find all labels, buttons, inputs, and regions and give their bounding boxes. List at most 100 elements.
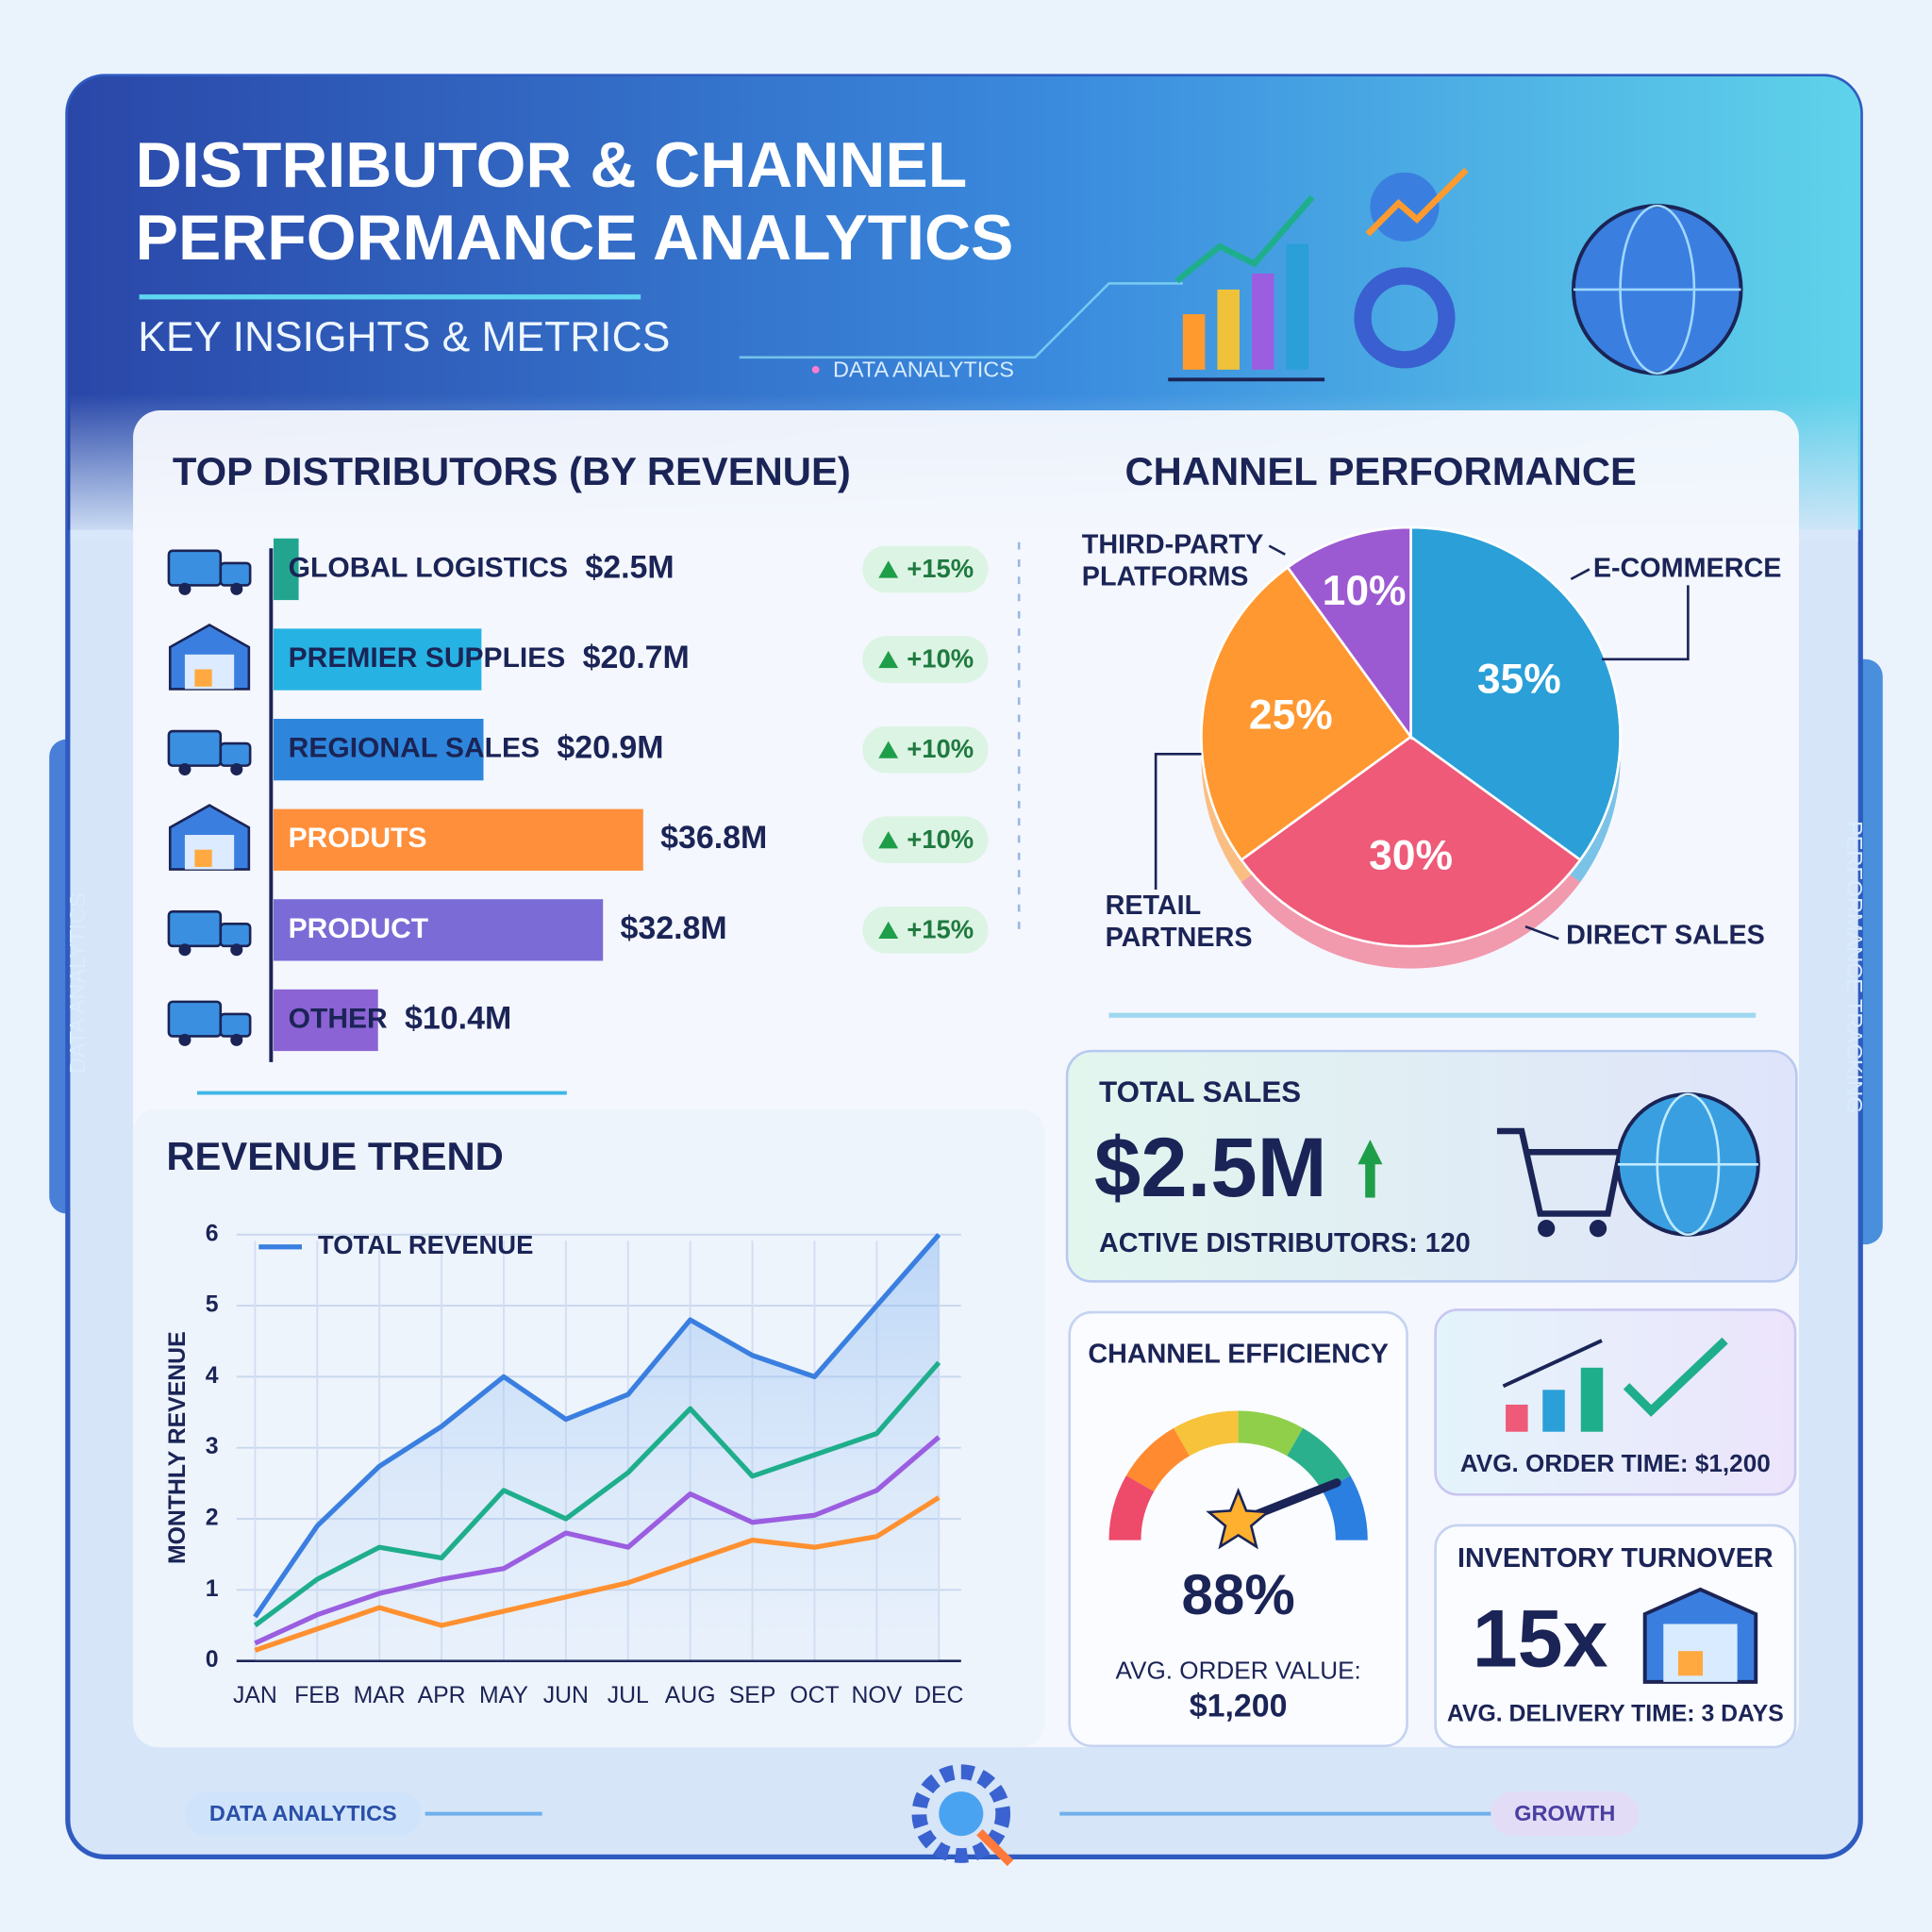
y-tick-label: 0 bbox=[206, 1647, 219, 1673]
gauge-star bbox=[1206, 1487, 1272, 1550]
line bbox=[253, 1233, 941, 1619]
tag-dot bbox=[811, 365, 820, 374]
y-tick-label: 3 bbox=[206, 1434, 219, 1459]
kpi-label: INVENTORY TURNOVER bbox=[1457, 1543, 1774, 1574]
gauge-value: 88% bbox=[1182, 1563, 1295, 1626]
leader-line bbox=[1570, 568, 1591, 581]
chart-title: TOP DISTRIBUTORS (BY REVENUE) bbox=[173, 449, 851, 493]
leader-line bbox=[1154, 753, 1202, 891]
leader-line bbox=[1268, 544, 1286, 556]
kpi-label: TOTAL SALES bbox=[1099, 1075, 1301, 1108]
gauge-arc bbox=[1322, 1475, 1368, 1541]
truck-icon bbox=[230, 582, 243, 595]
truck-icon bbox=[219, 1012, 252, 1038]
footer-pill-label: GROWTH bbox=[1514, 1801, 1615, 1825]
truck-icon bbox=[230, 763, 243, 776]
truck-icon bbox=[167, 909, 223, 948]
x-tick-label: APR bbox=[418, 1683, 466, 1708]
gauge-arc bbox=[1125, 1427, 1191, 1492]
change-pill bbox=[862, 816, 989, 864]
truck-icon bbox=[178, 1033, 192, 1046]
line bbox=[254, 1435, 941, 1646]
title: PERFORMANCE ANALYTICS bbox=[136, 203, 1014, 274]
line bbox=[253, 1360, 941, 1628]
pie-value-label: 25% bbox=[1249, 692, 1333, 739]
bar-category: PREMIER SUPPLIES bbox=[289, 642, 566, 674]
x-tick-label: NOV bbox=[851, 1683, 902, 1708]
kpi-note: ACTIVE DISTRIBUTORS: 120 bbox=[1099, 1228, 1471, 1258]
up-arrow bbox=[878, 560, 899, 578]
card-title: CHANNEL EFFICIENCY bbox=[1088, 1339, 1389, 1369]
x-tick-label: JUN bbox=[543, 1683, 589, 1708]
bar-category: PRODUCT bbox=[289, 913, 429, 944]
pie-slice bbox=[1286, 525, 1412, 741]
inventory-card bbox=[1434, 1524, 1797, 1749]
leader-line bbox=[1601, 585, 1690, 661]
truck-icon bbox=[167, 549, 223, 587]
up-arrow bbox=[878, 650, 899, 669]
x-tick-label: MAY bbox=[479, 1683, 528, 1708]
pie-value-label: 10% bbox=[1323, 568, 1407, 614]
up-arrow bbox=[878, 921, 899, 940]
gauge-arc bbox=[1238, 1410, 1304, 1457]
kpi-value: 15x bbox=[1473, 1593, 1608, 1684]
footer-pill-label: DATA ANALYTICS bbox=[209, 1801, 397, 1825]
truck-icon bbox=[230, 1033, 243, 1046]
warehouse-icon bbox=[194, 849, 212, 867]
footer-pill bbox=[184, 1791, 422, 1837]
pie-category-label: DIRECT SALES bbox=[1566, 919, 1765, 951]
gauge-arc bbox=[1108, 1475, 1155, 1541]
card-note-value: $1,200 bbox=[1190, 1688, 1288, 1724]
truck-icon bbox=[178, 943, 192, 957]
bar bbox=[273, 808, 643, 871]
bar-value-label: $20.9M bbox=[557, 730, 663, 766]
pie-value-label: 30% bbox=[1369, 833, 1453, 879]
up-arrow bbox=[878, 831, 899, 849]
pie-slice bbox=[1409, 525, 1622, 862]
kpi-note: AVG. DELIVERY TIME: 3 DAYS bbox=[1447, 1702, 1784, 1727]
truck-icon bbox=[230, 943, 243, 957]
bar-category: REGIONAL SALES bbox=[289, 733, 540, 764]
line bbox=[254, 1495, 941, 1653]
order-icon bbox=[1502, 1337, 1728, 1432]
x-tick-label: DEC bbox=[914, 1683, 963, 1708]
kpi-value: $2.5M bbox=[1094, 1121, 1327, 1214]
circuit-line bbox=[739, 282, 1183, 359]
legend-label: TOTAL REVENUE bbox=[318, 1230, 533, 1259]
side-label: DATA ANALYTICS bbox=[65, 892, 90, 1074]
change-label: +15% bbox=[907, 554, 974, 583]
warehouse-icon bbox=[1642, 1587, 1758, 1684]
change-label: +10% bbox=[907, 644, 974, 674]
subtitle: KEY INSIGHTS & METRICS bbox=[138, 314, 670, 360]
sales-icons bbox=[1357, 1091, 1760, 1238]
bar-category: OTHER bbox=[289, 1003, 388, 1034]
change-label: +10% bbox=[907, 824, 974, 854]
x-tick-label: AUG bbox=[665, 1683, 716, 1708]
x-tick-label: MAR bbox=[354, 1683, 406, 1708]
header-globe-icon bbox=[1354, 167, 1743, 375]
pie-slice bbox=[1200, 565, 1413, 862]
y-tick-label: 2 bbox=[206, 1506, 219, 1531]
y-tick-label: 1 bbox=[206, 1576, 219, 1602]
y-tick-label: 6 bbox=[206, 1221, 219, 1246]
card-note: AVG. ORDER VALUE: bbox=[1116, 1656, 1361, 1684]
bar-value-label: $2.5M bbox=[585, 549, 674, 585]
x-tick-label: OCT bbox=[790, 1683, 839, 1708]
x-tick-label: JAN bbox=[233, 1683, 277, 1708]
gauge-arc bbox=[1174, 1410, 1240, 1457]
x-tick-label: FEB bbox=[294, 1683, 340, 1708]
x-tick-label: SEP bbox=[729, 1683, 776, 1708]
bar bbox=[273, 718, 484, 781]
up-arrow bbox=[878, 741, 899, 758]
bar-category: PRODUTS bbox=[289, 823, 427, 854]
footer-pill bbox=[1491, 1791, 1640, 1837]
truck-icon bbox=[219, 561, 252, 587]
chart-title: CHANNEL PERFORMANCE bbox=[1124, 449, 1636, 493]
change-label: +15% bbox=[907, 914, 974, 943]
truck-icon bbox=[178, 582, 192, 595]
truck-icon bbox=[178, 763, 192, 776]
pie-category-label: THIRD-PARTY PLATFORMS bbox=[1081, 528, 1263, 592]
y-tick-label: 4 bbox=[206, 1363, 219, 1389]
